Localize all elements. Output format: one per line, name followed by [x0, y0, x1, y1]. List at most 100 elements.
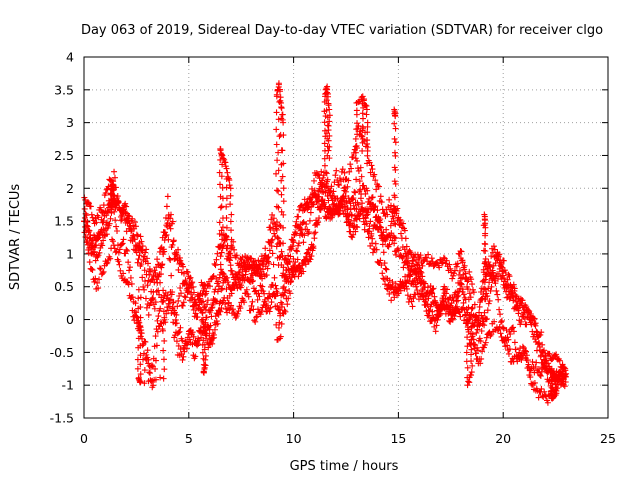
data-point — [90, 237, 97, 244]
data-point — [161, 366, 168, 373]
data-point — [137, 361, 144, 368]
data-point — [280, 132, 287, 139]
data-point — [470, 289, 477, 296]
data-point — [308, 253, 315, 260]
data-point — [395, 247, 402, 254]
data-point — [408, 298, 415, 305]
data-point — [481, 309, 488, 316]
data-point — [377, 216, 384, 223]
data-point — [465, 326, 472, 333]
data-point — [94, 235, 101, 242]
data-point — [252, 287, 259, 294]
data-point — [132, 300, 139, 307]
data-point — [352, 189, 359, 196]
data-point — [134, 356, 141, 363]
data-point — [217, 308, 224, 315]
data-point — [141, 338, 148, 345]
data-point — [224, 309, 231, 316]
data-point — [167, 296, 174, 303]
data-point — [103, 260, 110, 267]
data-point — [178, 290, 185, 297]
data-point — [429, 286, 436, 293]
data-point — [370, 245, 377, 252]
data-point — [468, 305, 475, 312]
data-point — [491, 318, 498, 325]
data-point — [145, 311, 152, 318]
data-point — [223, 224, 230, 231]
data-point — [151, 305, 158, 312]
data-point — [110, 192, 117, 199]
data-point — [181, 293, 188, 300]
data-point — [147, 370, 154, 377]
data-point — [454, 303, 461, 310]
data-point — [233, 252, 240, 259]
data-point — [446, 261, 453, 268]
data-point — [448, 269, 455, 276]
data-point — [276, 88, 283, 95]
y-tick-label: 0.5 — [54, 279, 74, 294]
data-point — [545, 360, 552, 367]
data-point — [274, 290, 281, 297]
data-point — [275, 235, 282, 242]
data-point — [537, 373, 544, 380]
data-point — [93, 219, 100, 226]
data-point — [562, 367, 569, 374]
data-point — [164, 193, 171, 200]
data-point — [228, 290, 235, 297]
data-point — [183, 280, 190, 287]
data-point — [511, 339, 518, 346]
data-point — [349, 154, 356, 161]
data-point — [206, 283, 213, 290]
data-point — [219, 152, 226, 159]
data-point — [179, 302, 186, 309]
data-point — [276, 133, 283, 140]
data-point — [494, 291, 501, 298]
data-point — [362, 190, 369, 197]
data-point — [324, 89, 331, 96]
data-point — [491, 246, 498, 253]
data-point — [451, 270, 458, 277]
data-point — [509, 325, 516, 332]
data-point — [353, 107, 360, 114]
data-point — [135, 317, 142, 324]
data-point — [223, 274, 230, 281]
data-point — [268, 237, 275, 244]
data-point — [463, 349, 470, 356]
data-point — [141, 267, 148, 274]
data-point — [321, 199, 328, 206]
y-tick-label: -1.5 — [50, 411, 74, 426]
data-point — [316, 193, 323, 200]
data-point — [165, 307, 172, 314]
data-point — [561, 364, 568, 371]
data-point — [524, 357, 531, 364]
data-point — [354, 157, 361, 164]
data-point — [106, 220, 113, 227]
data-point — [345, 177, 352, 184]
data-point — [344, 183, 351, 190]
data-point — [170, 299, 177, 306]
data-point — [410, 295, 417, 302]
data-point — [383, 226, 390, 233]
data-point — [136, 252, 143, 259]
data-point — [519, 354, 526, 361]
data-point — [248, 302, 255, 309]
data-point — [436, 264, 443, 271]
data-point — [295, 242, 302, 249]
data-point — [342, 188, 349, 195]
data-point — [326, 132, 333, 139]
data-point — [206, 326, 213, 333]
data-point — [107, 255, 114, 262]
data-point — [311, 235, 318, 242]
y-tick-label: 1.5 — [54, 214, 74, 229]
data-point — [261, 290, 268, 297]
data-point — [264, 265, 271, 272]
data-point — [352, 155, 359, 162]
data-point — [275, 306, 282, 313]
axis-ticks: -1.5 -1 -0.5 0 0.5 1 1.5 2 2.5 3 3.5 4 0 5 10 15 20 25 — [50, 50, 616, 447]
data-point — [174, 303, 181, 310]
data-point — [276, 307, 283, 314]
data-point — [311, 177, 318, 184]
data-point — [245, 293, 252, 300]
data-point — [86, 200, 93, 207]
